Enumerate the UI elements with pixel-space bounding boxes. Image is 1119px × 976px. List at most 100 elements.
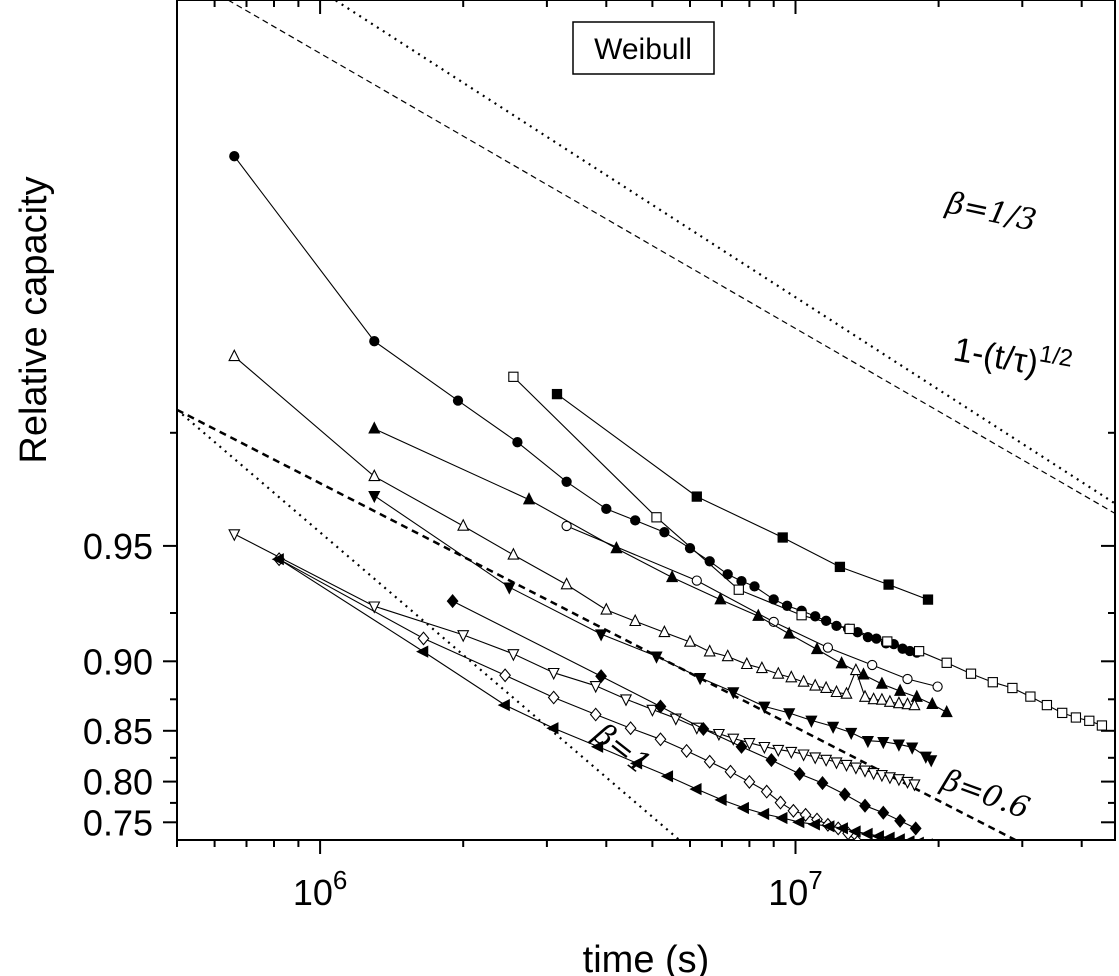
data-point bbox=[894, 813, 907, 828]
data-point bbox=[860, 827, 873, 840]
data-point bbox=[721, 649, 734, 662]
data-point bbox=[904, 835, 915, 840]
data-point bbox=[871, 633, 882, 644]
reference-line-2 bbox=[177, 408, 681, 840]
data-point bbox=[772, 744, 785, 758]
data-point bbox=[714, 793, 727, 806]
data-point bbox=[908, 779, 921, 792]
data-point bbox=[871, 862, 881, 874]
data-point bbox=[756, 807, 770, 821]
data-point bbox=[1025, 691, 1036, 702]
data-point bbox=[835, 822, 848, 835]
data-point bbox=[228, 348, 241, 362]
data-point bbox=[913, 646, 925, 657]
x-axis-title: time (s) bbox=[583, 939, 710, 976]
data-point bbox=[787, 803, 800, 818]
data-point bbox=[646, 704, 659, 717]
data-point bbox=[830, 684, 843, 698]
data-point bbox=[595, 629, 608, 642]
data-point bbox=[908, 698, 921, 711]
data-point bbox=[368, 490, 381, 504]
data-point bbox=[703, 644, 716, 657]
data-point bbox=[749, 581, 760, 592]
data-point bbox=[925, 755, 938, 768]
data-point bbox=[629, 757, 643, 770]
series-line bbox=[556, 393, 929, 601]
data-point bbox=[446, 594, 459, 609]
data-point bbox=[658, 624, 671, 638]
data-point bbox=[694, 673, 707, 686]
data-point bbox=[858, 765, 872, 778]
data-point bbox=[507, 649, 520, 662]
data-point bbox=[1096, 720, 1108, 731]
data-point bbox=[546, 722, 559, 735]
y-axis-title: Relative capacity bbox=[13, 176, 55, 463]
data-point bbox=[760, 784, 773, 799]
series-line bbox=[233, 155, 917, 654]
data-point bbox=[877, 805, 890, 820]
data-series bbox=[228, 151, 1108, 928]
data-point bbox=[680, 743, 693, 758]
data-point bbox=[503, 582, 516, 595]
data-point bbox=[892, 739, 905, 752]
data-point bbox=[883, 579, 894, 590]
data-point bbox=[457, 630, 470, 643]
data-point bbox=[508, 371, 519, 382]
series-triangle-up-open bbox=[228, 348, 921, 711]
data-point bbox=[902, 673, 913, 685]
series-square-filled bbox=[551, 388, 934, 605]
data-point bbox=[775, 811, 788, 825]
data-point bbox=[834, 561, 846, 573]
data-point bbox=[805, 715, 818, 728]
data-point bbox=[624, 721, 637, 736]
reference-line-label-3: β=0.6 bbox=[936, 762, 1034, 826]
data-point bbox=[507, 547, 520, 560]
data-point bbox=[703, 754, 716, 769]
data-point bbox=[691, 491, 702, 502]
data-point bbox=[755, 660, 768, 674]
data-point bbox=[547, 690, 560, 705]
y-tick-label: 0.75 bbox=[83, 802, 153, 843]
data-point bbox=[368, 601, 381, 614]
data-point bbox=[758, 701, 771, 714]
data-point bbox=[736, 575, 747, 587]
data-point bbox=[660, 770, 674, 783]
data-point bbox=[785, 746, 798, 760]
data-point bbox=[600, 602, 613, 615]
data-point bbox=[797, 674, 810, 687]
data-point bbox=[840, 686, 853, 699]
reference-lines bbox=[177, 0, 1115, 840]
data-point bbox=[736, 801, 749, 815]
reference-line-label-0: β=1/3 bbox=[942, 185, 1039, 238]
data-point bbox=[890, 897, 900, 909]
data-point bbox=[733, 584, 744, 595]
series-line bbox=[566, 525, 938, 688]
data-point bbox=[722, 569, 733, 580]
data-point bbox=[835, 656, 848, 669]
data-point bbox=[929, 838, 933, 840]
series-line bbox=[234, 533, 915, 785]
data-point bbox=[922, 594, 934, 605]
data-point bbox=[271, 553, 284, 566]
data-point bbox=[684, 543, 696, 554]
data-point bbox=[810, 641, 824, 655]
tick-labels: 0.95 0.90 0.85 0.800.75 106 107 bbox=[83, 526, 823, 913]
series-line bbox=[374, 428, 947, 713]
data-point bbox=[822, 820, 835, 833]
data-point bbox=[743, 738, 756, 751]
data-point bbox=[590, 740, 604, 753]
data-point bbox=[595, 669, 608, 684]
series-square-open bbox=[508, 371, 1108, 731]
data-point bbox=[899, 916, 909, 928]
data-point bbox=[783, 708, 796, 721]
series-circle-filled bbox=[229, 151, 922, 658]
x-tick-label: 106 bbox=[293, 865, 348, 913]
data-point bbox=[809, 752, 822, 765]
data-point bbox=[743, 774, 756, 789]
data-point bbox=[892, 696, 905, 709]
data-point bbox=[882, 831, 895, 840]
data-point bbox=[683, 634, 697, 647]
series-line bbox=[233, 355, 915, 707]
data-point bbox=[799, 807, 812, 822]
series-triangle-left-filled bbox=[271, 553, 933, 840]
